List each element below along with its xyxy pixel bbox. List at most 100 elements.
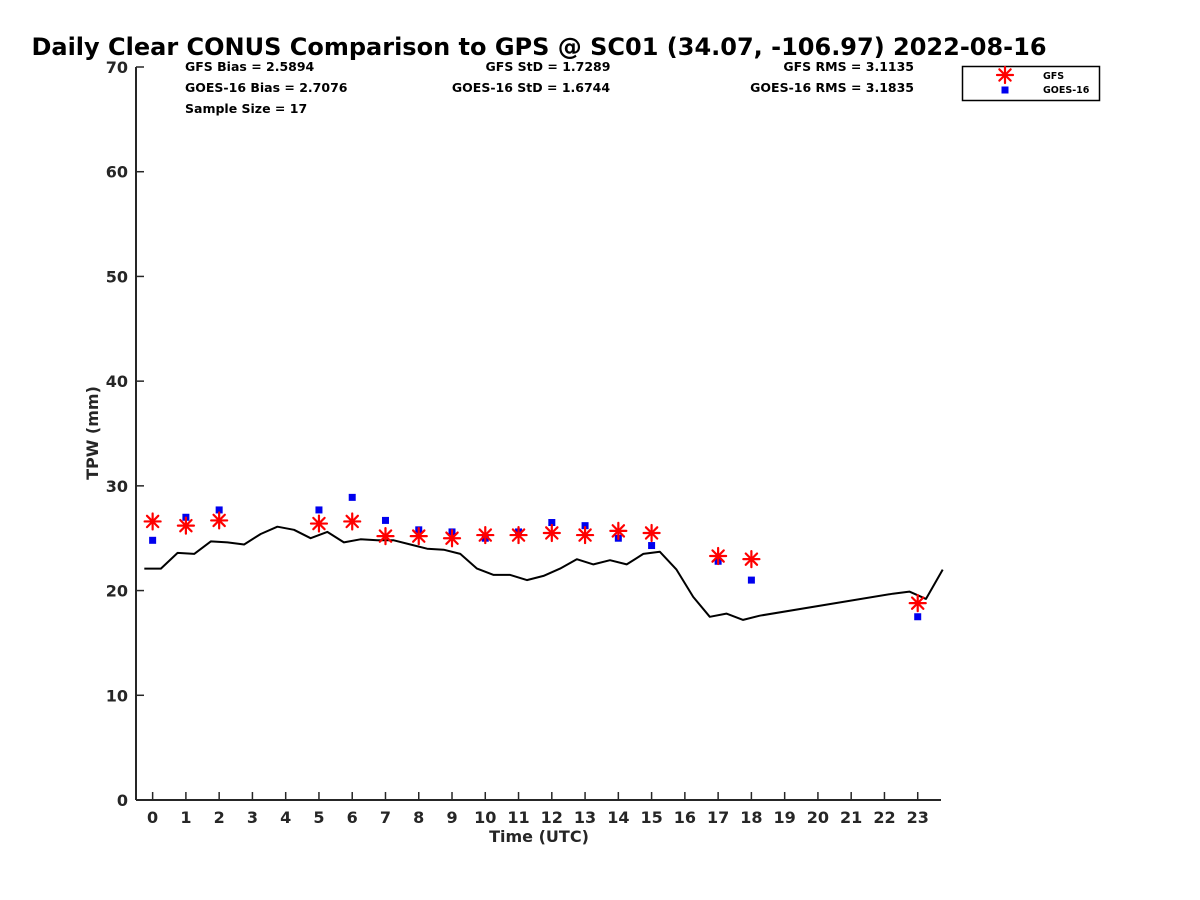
x-tick-label: 19 [774, 808, 796, 827]
y-tick-label: 50 [106, 267, 128, 286]
x-tick-label: 9 [446, 808, 457, 827]
goes16-point [548, 519, 556, 527]
gfs-marker-stroke [545, 526, 559, 540]
gfs-marker-stroke [145, 514, 160, 529]
gfs-point [542, 523, 561, 543]
gfs-marker-stroke [611, 524, 626, 538]
gfs-point [376, 527, 395, 546]
gfs-point [309, 514, 329, 533]
x-tick-label: 4 [280, 808, 291, 827]
gfs-point [409, 527, 428, 546]
gfs-marker-stroke [378, 529, 393, 543]
axes [135, 67, 941, 801]
legend-gfs-asterisk [995, 65, 1015, 85]
y-axis-ticks: 0 10 20 30 40 50 60 70 [106, 58, 144, 810]
goes-rms-annotation: GOES-16 RMS = 3.1835 [750, 80, 914, 95]
x-tick-label: 10 [474, 808, 496, 827]
gfs-point [143, 512, 162, 531]
y-tick-label: 70 [106, 58, 128, 77]
x-tick-label: 15 [640, 808, 662, 827]
gfs-point [210, 511, 229, 530]
x-tick-label: 22 [873, 808, 895, 827]
gfs-point [343, 512, 362, 531]
gfs-point [609, 521, 628, 540]
gfs-point [442, 529, 462, 548]
gfs-std-annotation: GFS StD = 1.7289 [486, 59, 611, 74]
legend-gfs-marker [995, 65, 1015, 85]
gfs-marker-stroke [345, 514, 359, 529]
x-tick-label: 3 [247, 808, 258, 827]
goes-bias-annotation: GOES-16 Bias = 2.7076 [185, 80, 348, 95]
gfs-point [742, 550, 761, 569]
goes16-point [747, 576, 755, 584]
gfs-marker-stroke [644, 526, 659, 540]
goes16-point [215, 506, 223, 514]
x-tick-label: 1 [180, 808, 191, 827]
x-tick-label: 16 [674, 808, 696, 827]
legend-goes-label: GOES-16 [1043, 85, 1090, 96]
gfs-point [509, 525, 528, 545]
gfs-marker-stroke [511, 528, 526, 542]
x-tick-label: 20 [807, 808, 829, 827]
gfs-marker-stroke [411, 529, 426, 543]
gfs-point [476, 525, 495, 545]
goes16-point [648, 542, 656, 550]
y-axis-label: TPW (mm) [83, 386, 102, 480]
gfs-marker-stroke [312, 516, 326, 531]
x-tick-label: 17 [707, 808, 729, 827]
y-tick-label: 60 [106, 163, 128, 182]
gfs-rms-annotation: GFS RMS = 3.1135 [783, 59, 914, 74]
gfs-bias-annotation: GFS Bias = 2.5894 [185, 59, 315, 74]
x-tick-label: 13 [574, 808, 596, 827]
legend: GFS GOES-16 [961, 65, 1101, 102]
x-axis-ticks: 0 1 2 3 4 5 6 7 8 9 10 11 12 13 14 15 16 17 18 19 20 21 22 23 [147, 792, 929, 827]
goes-std-annotation: GOES-16 StD = 1.6744 [452, 80, 610, 95]
gfs-marker-stroke [711, 549, 725, 563]
legend-box [961, 65, 1101, 102]
gfs-point [176, 516, 195, 535]
gfs-marker-stroke [998, 68, 1012, 82]
goes16-point [315, 506, 323, 514]
legend-goes-marker [1001, 86, 1009, 94]
stats-annotations: GFS Bias = 2.5894 GOES-16 Bias = 2.7076 … [185, 59, 914, 116]
x-tick-label: 12 [541, 808, 563, 827]
goes16-point [381, 516, 389, 524]
x-tick-label: 0 [147, 808, 158, 827]
gfs-point [908, 594, 927, 613]
gfs-marker-stroke [578, 528, 592, 542]
y-tick-label: 20 [106, 582, 128, 601]
legend-gfs-label: GFS [1043, 71, 1064, 82]
gfs-series-points [143, 511, 927, 613]
gfs-marker-stroke [179, 518, 193, 533]
x-tick-label: 6 [347, 808, 358, 827]
x-tick-label: 14 [607, 808, 629, 827]
y-tick-label: 30 [106, 477, 128, 496]
legend-goes-square [1001, 86, 1009, 94]
gps-series-line [144, 525, 944, 621]
x-axis-label: Time (UTC) [489, 827, 589, 846]
x-tick-label: 8 [413, 808, 424, 827]
sample-size-annotation: Sample Size = 17 [185, 101, 307, 116]
gps-line [144, 525, 944, 621]
gfs-marker-stroke [910, 596, 925, 610]
goes16-point [914, 613, 922, 621]
x-tick-label: 2 [214, 808, 225, 827]
gfs-point [642, 523, 661, 543]
gfs-marker-stroke [445, 531, 459, 545]
y-tick-label: 10 [106, 686, 128, 705]
x-tick-label: 5 [313, 808, 324, 827]
gfs-point [575, 525, 595, 545]
chart-title: Daily Clear CONUS Comparison to GPS @ SC… [31, 33, 1046, 61]
goes16-point [348, 493, 356, 501]
goes16-point [581, 522, 589, 530]
gfs-point [709, 546, 728, 566]
x-tick-label: 23 [907, 808, 929, 827]
x-tick-label: 7 [380, 808, 391, 827]
gfs-marker-stroke [478, 528, 493, 542]
y-tick-label: 40 [106, 372, 128, 391]
gfs-marker-stroke [744, 552, 759, 566]
x-tick-label: 18 [740, 808, 762, 827]
goes16-point [149, 536, 157, 544]
x-tick-label: 11 [507, 808, 529, 827]
